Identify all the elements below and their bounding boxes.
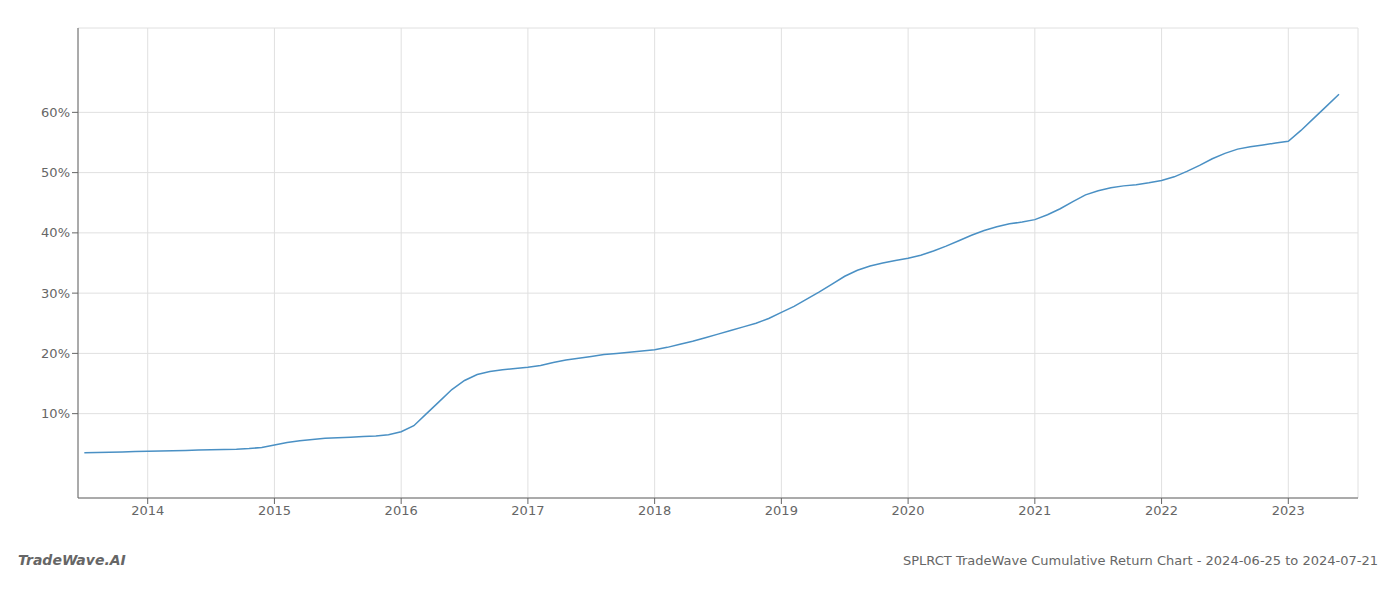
html-text:TradeWave.AI: TradeWave.AI	[18, 552, 126, 568]
svg-text:2022: 2022	[1145, 503, 1178, 518]
svg-text:10%: 10%	[41, 406, 70, 421]
svg-text:40%: 40%	[41, 225, 70, 240]
svg-text:30%: 30%	[41, 286, 70, 301]
svg-text:2023: 2023	[1272, 503, 1305, 518]
svg-text:2021: 2021	[1018, 503, 1051, 518]
html-text:SPLRCT TradeWave Cumulative Re: SPLRCT TradeWave Cumulative Return Chart…	[903, 553, 1378, 568]
svg-text:2020: 2020	[892, 503, 925, 518]
svg-text:2015: 2015	[258, 503, 291, 518]
svg-text:20%: 20%	[41, 346, 70, 361]
svg-text:60%: 60%	[41, 105, 70, 120]
svg-text:2017: 2017	[511, 503, 544, 518]
svg-text:50%: 50%	[41, 165, 70, 180]
svg-text:2014: 2014	[131, 503, 164, 518]
svg-text:2019: 2019	[765, 503, 798, 518]
svg-text:2018: 2018	[638, 503, 671, 518]
svg-text:2016: 2016	[385, 503, 418, 518]
